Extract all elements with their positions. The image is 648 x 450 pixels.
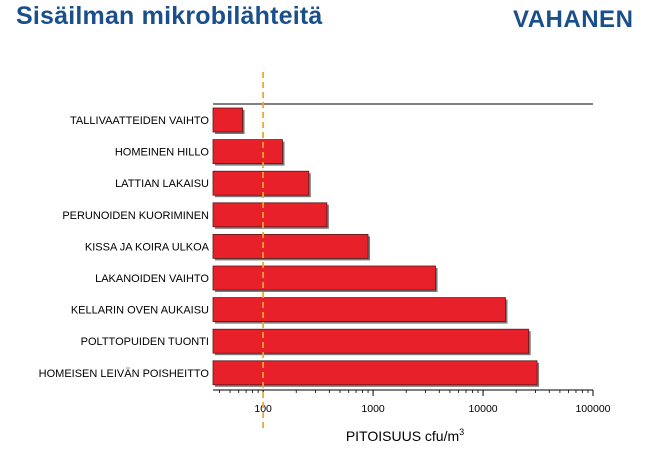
category-label: PERUNOIDEN KUORIMINEN xyxy=(62,210,209,222)
bar xyxy=(212,139,283,165)
x-axis-title-superscript: 3 xyxy=(459,427,464,437)
bar xyxy=(212,297,506,323)
logo-text: VAHANEN xyxy=(513,6,634,33)
bar xyxy=(212,170,310,196)
x-axis-title-text: PITOISUUS cfu/m xyxy=(346,428,459,444)
x-tick-label: 1000 xyxy=(361,403,385,415)
x-axis-title: PITOISUUS cfu/m3 xyxy=(346,427,464,444)
x-tick-label: 10000 xyxy=(468,403,497,415)
bar xyxy=(212,360,538,386)
bar xyxy=(212,328,530,354)
company-logo: VAHANEN xyxy=(513,6,633,34)
category-label: HOMEISEN LEIVÄN POISHEITTO xyxy=(39,368,210,380)
category-label: LATTIAN LAKAISU xyxy=(115,178,209,190)
bar xyxy=(212,202,328,228)
category-label: HOMEINEN HILLO xyxy=(115,147,210,159)
x-tick-label: 100 xyxy=(254,403,272,415)
category-label: TALLIVAATTEIDEN VAIHTO xyxy=(70,115,209,127)
category-label: LAKANOIDEN VAIHTO xyxy=(95,273,209,285)
bar xyxy=(212,107,243,133)
category-label: POLTTOPUIDEN TUONTI xyxy=(81,336,209,348)
category-label: KELLARIN OVEN AUKAISU xyxy=(71,305,209,317)
bar xyxy=(212,265,436,291)
category-label: KISSA JA KOIRA ULKOA xyxy=(85,241,210,253)
page-title: Sisäilman mikrobilähteitä xyxy=(16,2,323,30)
bar xyxy=(212,233,369,259)
x-tick-label: 100000 xyxy=(575,403,610,415)
